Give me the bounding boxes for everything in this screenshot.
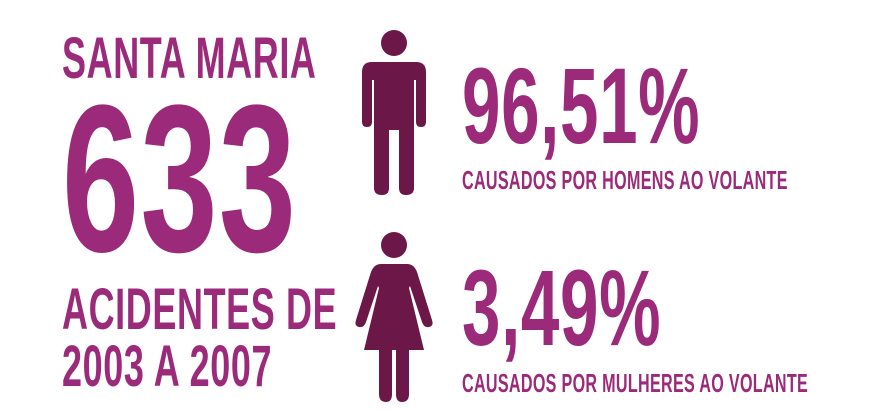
male-figure-icon [362,30,426,195]
city-title: SANTA MARIA [62,26,317,91]
women-caption: CAUSADOS POR MULHERES AO VOLANTE [462,368,809,398]
accidents-description-line1: ACIDENTES DE [62,277,338,342]
men-caption: CAUSADOS POR HOMENS AO VOLANTE [462,165,788,195]
accidents-description-line2: 2003 A 2007 [62,334,273,399]
female-figure-icon [355,232,433,402]
men-percentage: 96,51% [462,45,701,166]
women-percentage: 3,49% [462,247,662,368]
total-accidents-number: 633 [62,61,298,296]
